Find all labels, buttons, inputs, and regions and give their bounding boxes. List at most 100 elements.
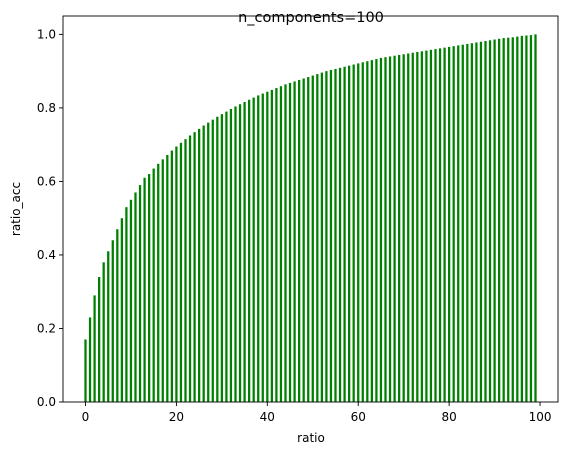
bar <box>484 40 487 402</box>
bar <box>384 57 387 402</box>
bar <box>461 44 464 402</box>
bar <box>170 150 173 402</box>
bar <box>207 122 210 402</box>
bar <box>325 71 328 403</box>
bar <box>98 277 101 402</box>
bar <box>457 45 460 403</box>
bar <box>334 68 337 403</box>
bar <box>448 46 451 402</box>
bar <box>198 128 201 402</box>
bar <box>320 72 323 402</box>
bar <box>152 168 155 402</box>
bar <box>211 119 214 402</box>
x-tick-label: 0 <box>82 410 90 424</box>
bar <box>425 50 428 403</box>
bar <box>102 262 105 402</box>
bar <box>302 78 305 402</box>
bar <box>316 74 319 403</box>
bar <box>275 88 278 402</box>
bar <box>329 70 333 402</box>
bar <box>234 106 237 402</box>
bar <box>398 54 401 402</box>
chart-title: n_components=100 <box>238 10 384 26</box>
bar <box>361 62 364 402</box>
plot-frame <box>62 15 559 403</box>
bar <box>411 52 414 403</box>
bar <box>307 77 310 402</box>
bar <box>520 35 523 402</box>
bar <box>529 35 533 403</box>
bar <box>88 317 92 402</box>
bar <box>84 339 87 402</box>
y-axis-label: ratio_acc <box>9 182 23 236</box>
bar <box>493 39 496 402</box>
x-tick-label: 40 <box>260 410 275 424</box>
bar <box>111 240 114 402</box>
bar <box>416 52 419 402</box>
x-tick-label: 80 <box>441 410 456 424</box>
bar <box>143 177 146 402</box>
bars-group <box>84 34 537 403</box>
y-axis: 0.0 0.2 0.4 0.6 0.8 1.0 <box>37 27 63 409</box>
bar <box>243 102 246 402</box>
bar <box>343 66 346 402</box>
bar <box>220 114 223 402</box>
bar <box>366 61 369 403</box>
bar <box>166 154 169 402</box>
bar <box>357 63 360 403</box>
bar <box>134 192 137 402</box>
bar <box>288 82 292 402</box>
bar <box>352 64 355 403</box>
bar <box>438 48 442 403</box>
bar <box>434 49 437 402</box>
bar <box>311 75 314 402</box>
bar <box>470 43 473 403</box>
bar <box>498 38 501 402</box>
bar <box>502 38 505 403</box>
bar <box>138 185 142 402</box>
bar <box>388 56 392 402</box>
bar <box>179 142 183 403</box>
bar <box>479 41 483 402</box>
bar <box>348 65 351 402</box>
bar <box>202 125 205 402</box>
bar <box>511 37 514 403</box>
bar <box>279 86 283 402</box>
bar <box>379 57 383 403</box>
bar <box>466 43 469 402</box>
bar <box>252 97 255 403</box>
bar <box>293 81 296 402</box>
bar <box>248 99 251 403</box>
bar <box>443 47 446 403</box>
y-tick-label: 0.0 <box>37 395 56 409</box>
bar <box>193 132 196 403</box>
bar <box>534 34 537 402</box>
bar <box>402 54 405 402</box>
bar <box>393 55 396 403</box>
bar <box>107 251 110 402</box>
bar <box>420 51 423 402</box>
x-tick-label: 20 <box>169 410 184 424</box>
bar <box>516 36 519 402</box>
bar <box>429 49 433 402</box>
bar <box>148 174 151 402</box>
bar <box>188 135 192 402</box>
x-axis: 0 20 40 60 80 100 <box>82 402 551 424</box>
bar <box>370 60 373 402</box>
x-tick-label: 60 <box>351 410 366 424</box>
bar <box>407 53 410 403</box>
bar <box>338 67 342 402</box>
bar <box>284 84 287 403</box>
y-tick-label: 0.2 <box>37 321 56 335</box>
bar <box>488 40 492 403</box>
y-tick-label: 0.4 <box>37 248 56 262</box>
bar <box>452 46 455 402</box>
y-tick-label: 1.0 <box>37 27 56 41</box>
y-tick-label: 0.8 <box>37 101 56 115</box>
bar <box>225 111 228 402</box>
bar <box>116 229 119 402</box>
bar <box>266 91 269 402</box>
bar <box>93 295 96 402</box>
bar <box>261 93 264 402</box>
